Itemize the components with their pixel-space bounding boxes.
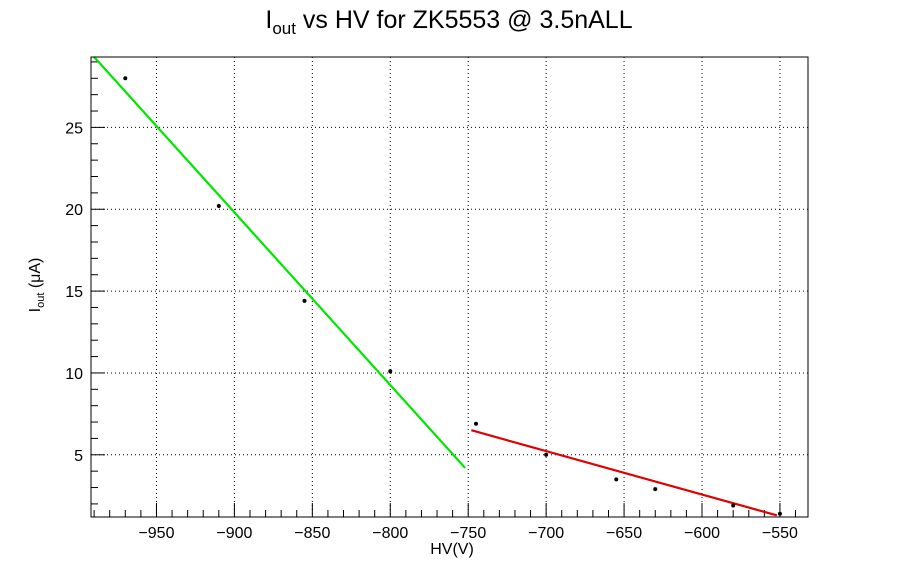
x-tick-label: −950 <box>138 525 174 542</box>
x-tick-label: −900 <box>216 525 252 542</box>
y-tick-label: 25 <box>65 120 83 137</box>
y-axis-ticks: 5 10 15 20 25 <box>65 61 105 505</box>
y-axis-label: Iout (μA) <box>27 258 47 313</box>
data-point <box>731 503 736 508</box>
x-tick-label: −700 <box>528 525 564 542</box>
x-tick-label: −850 <box>294 525 330 542</box>
plot-frame <box>90 56 809 518</box>
chart-title: Iout vs HV for ZK5553 @ 3.5nALL <box>265 6 632 38</box>
x-tick-label: −550 <box>762 525 798 542</box>
data-point <box>544 452 549 457</box>
y-tick-label: 10 <box>65 366 83 383</box>
data-point <box>123 76 128 81</box>
fit-line-green <box>93 56 466 469</box>
y-tick-label: 20 <box>65 202 83 219</box>
grid <box>91 57 808 517</box>
y-tick-label: 15 <box>65 284 83 301</box>
fit-line-red <box>471 429 778 517</box>
x-tick-label: −800 <box>372 525 408 542</box>
data-point <box>473 421 478 426</box>
data-point <box>302 298 307 303</box>
x-tick-label: −750 <box>450 525 486 542</box>
data-point <box>216 203 221 208</box>
x-axis-ticks: −950 −900 −850 −800 −750 −700 −650 −600 −550 <box>93 503 798 542</box>
x-tick-label: −650 <box>606 525 642 542</box>
data-point <box>388 369 393 374</box>
y-tick-label: 5 <box>74 448 83 465</box>
data-point <box>614 477 619 482</box>
data-point <box>777 511 782 516</box>
x-axis-label: HV(V) <box>430 541 474 558</box>
fit-lines <box>93 56 778 517</box>
data-point <box>653 487 658 492</box>
x-tick-label: −600 <box>684 525 720 542</box>
data-points <box>123 76 782 516</box>
